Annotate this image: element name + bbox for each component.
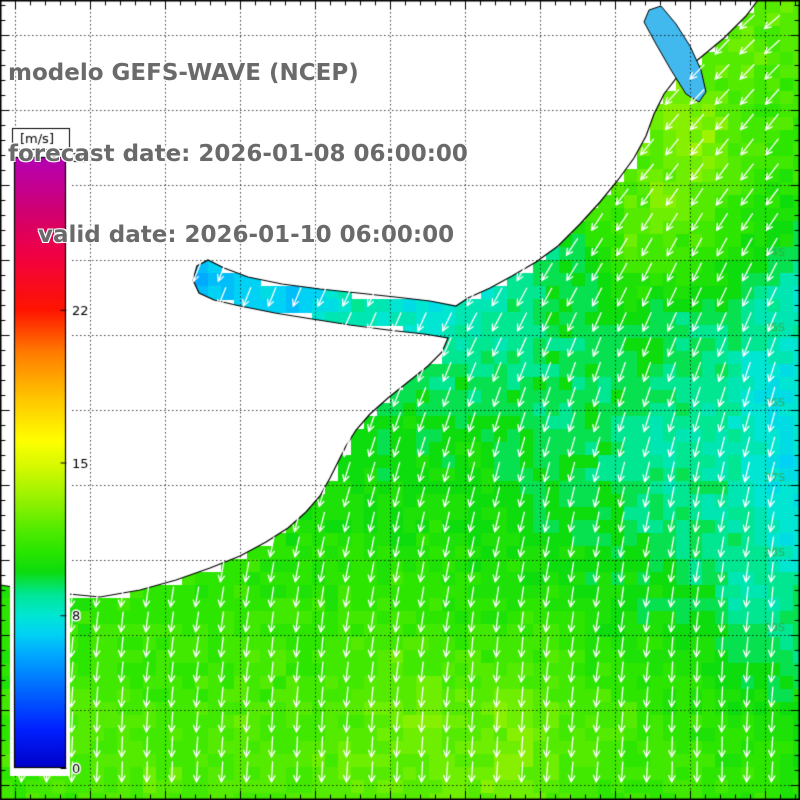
forecast-date: forecast date: 2026-01-08 06:00:00 [8, 141, 468, 167]
title-block: modelo GEFS-WAVE (NCEP) forecast date: 2… [8, 6, 468, 303]
model-title: modelo GEFS-WAVE (NCEP) [8, 60, 359, 86]
valid-date: valid date: 2026-01-10 06:00:00 [38, 222, 455, 248]
